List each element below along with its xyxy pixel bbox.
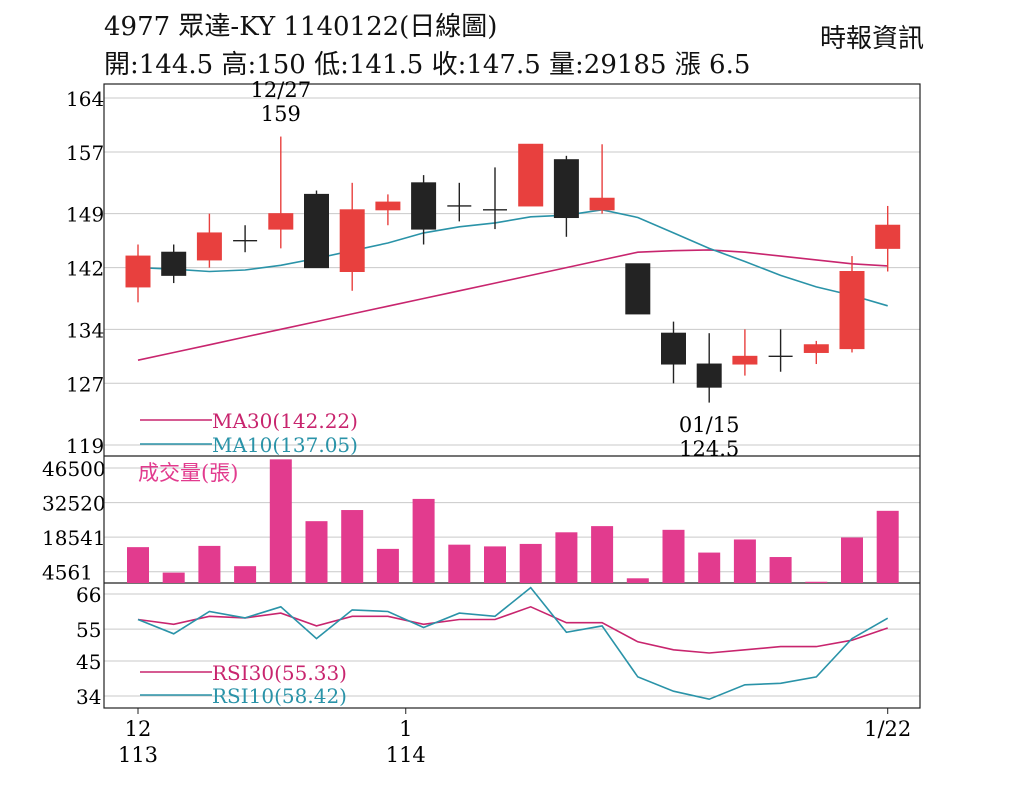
candle-body (411, 182, 437, 230)
volume-tick-label: 46500 (42, 457, 106, 481)
rsi-tick-label: 55 (76, 618, 101, 642)
price-tick-label: 149 (66, 203, 104, 227)
volume-bar (698, 552, 721, 583)
candle-body (696, 363, 722, 388)
volume-bar (805, 581, 828, 583)
chart-frame (103, 83, 921, 709)
volume-bar (376, 548, 399, 583)
volume-bar (198, 545, 221, 583)
rsi-tick-label: 34 (76, 685, 101, 709)
candle-body (304, 193, 329, 269)
x-tick-month: 12 (125, 717, 152, 741)
x-tick-year: 114 (386, 743, 426, 767)
candle-body (375, 201, 401, 211)
annotation-date: 12/27 (251, 78, 312, 102)
ma10-legend-label: MA10(137.05) (212, 433, 358, 457)
volume-bar (412, 498, 435, 583)
volume-tick-label: 4561 (42, 561, 93, 585)
rsi-tick-label: 45 (76, 650, 101, 674)
annotation-value: 124.5 (679, 437, 739, 461)
volume-tick-label: 18541 (42, 526, 106, 550)
candle-body (518, 143, 544, 207)
volume-bar (733, 539, 756, 583)
candle-body (196, 232, 222, 261)
volume-bar (127, 547, 149, 583)
price-tick-label: 157 (66, 141, 104, 165)
rsi30-legend-label: RSI30(55.33) (212, 661, 347, 685)
candle-body (839, 271, 865, 350)
candle-body (625, 263, 651, 315)
candle-body (732, 355, 758, 365)
ma10-line (137, 208, 888, 307)
volume-bar (769, 557, 792, 583)
volume-bar (305, 521, 328, 583)
price-tick-label: 134 (66, 318, 104, 342)
volume-bar (341, 510, 364, 583)
candle-body (589, 197, 615, 211)
chart-title: 4977 眾達-KY 1140122(日線圖) (104, 12, 498, 42)
ma30-line (137, 249, 888, 361)
candle-body (803, 344, 829, 353)
candle-body (125, 255, 151, 288)
volume-bar (555, 532, 578, 583)
volume-tick-label: 32520 (42, 492, 106, 516)
volume-bar (591, 526, 614, 583)
candle-body (268, 213, 294, 230)
volume-bar (841, 537, 863, 583)
rsi10-line (137, 586, 889, 701)
rsi10-legend-label: RSI10(58.42) (212, 684, 347, 708)
price-tick-label: 127 (66, 372, 104, 396)
volume-bar (162, 572, 185, 583)
x-tick-year: 113 (118, 743, 158, 767)
ma30-legend-label: MA30(142.22) (212, 409, 358, 433)
rsi-tick-label: 66 (76, 583, 101, 607)
x-tick-month: 1 (399, 717, 412, 741)
rsi30-line (137, 605, 888, 654)
volume-bar (269, 459, 292, 583)
candle-body (661, 332, 686, 365)
price-tick-label: 164 (66, 87, 104, 111)
candle-body (875, 224, 901, 249)
candle-body (553, 159, 579, 219)
ohlc-summary: 開:144.5 高:150 低:141.5 收:147.5 量:29185 漲 … (104, 50, 751, 80)
volume-bar (626, 578, 649, 583)
volume-bar (876, 510, 899, 583)
annotation-value: 159 (261, 102, 301, 126)
x-tick-month: 1/22 (864, 717, 911, 741)
candle-body (161, 251, 187, 276)
volume-bar (662, 529, 685, 583)
volume-bar (234, 566, 257, 583)
price-tick-label: 142 (66, 257, 104, 281)
annotation-date: 01/15 (679, 413, 740, 437)
volume-bar (484, 546, 506, 583)
volume-title: 成交量(張) (138, 461, 238, 485)
price-tick-label: 119 (66, 434, 104, 458)
volume-bar (448, 544, 471, 583)
source-label: 時報資訊 (819, 24, 924, 54)
candle-body (339, 209, 365, 272)
volume-bar (519, 543, 542, 583)
